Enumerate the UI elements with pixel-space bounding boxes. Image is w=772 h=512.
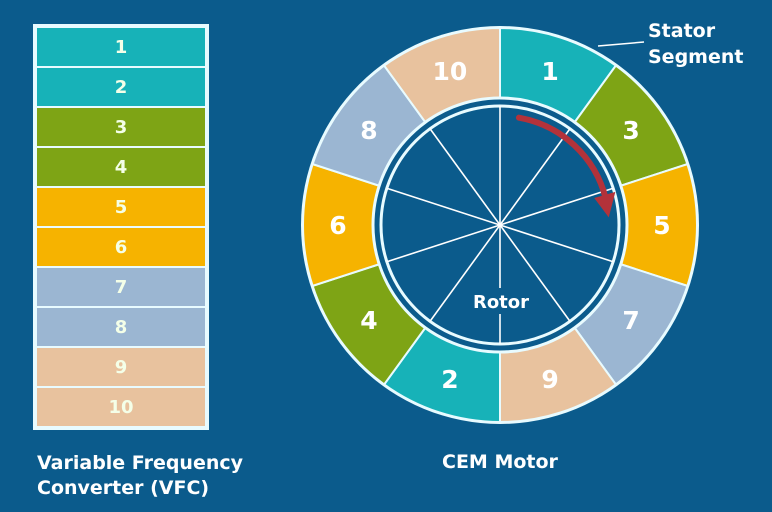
vfc-label-line2: Converter (VFC) <box>37 477 210 499</box>
vfc-row-6: 6 <box>37 228 205 266</box>
rotation-arrow <box>515 114 609 202</box>
stator-segment-label: 1 <box>541 57 558 86</box>
motor-label: CEM Motor <box>442 451 558 473</box>
vfc-row-5: 5 <box>37 188 205 226</box>
vfc-row-2: 2 <box>37 68 205 106</box>
stator-segment-label: Stator Segment <box>648 18 743 70</box>
vfc-row-1: 1 <box>37 28 205 66</box>
arrow-head-icon <box>594 191 616 218</box>
vfc-label: Variable Frequency Converter (VFC) <box>37 451 243 501</box>
vfc-row-7: 7 <box>37 268 205 306</box>
vfc-label-line1: Variable Frequency <box>37 452 244 474</box>
stator-segment-label: 3 <box>622 116 639 145</box>
rotor-label: Rotor <box>473 292 529 313</box>
vfc-row-8: 8 <box>37 308 205 346</box>
stator-segment-label: 7 <box>622 306 639 335</box>
stator-label-line1: Stator <box>648 20 716 42</box>
stator-segment-label: 5 <box>653 211 670 240</box>
stator-segment-label: 9 <box>541 365 558 394</box>
stator-leader-line <box>597 41 645 47</box>
stator-segment-label: 6 <box>329 211 346 240</box>
stator-segment-label: 10 <box>433 57 468 86</box>
vfc-row-4: 4 <box>37 148 205 186</box>
vfc-row-10: 10 <box>37 388 205 426</box>
rotor-label-bg <box>468 288 532 314</box>
stator-segment-label: 4 <box>360 306 377 335</box>
vfc-block: 1 2 3 4 5 6 7 8 9 10 <box>33 24 209 430</box>
vfc-row-3: 3 <box>37 108 205 146</box>
stator-segment-label: 2 <box>441 365 458 394</box>
vfc-row-9: 9 <box>37 348 205 386</box>
stator-segment-label: 8 <box>360 116 377 145</box>
stator-label-line2: Segment <box>648 46 744 68</box>
rotor-spoke <box>429 128 571 322</box>
